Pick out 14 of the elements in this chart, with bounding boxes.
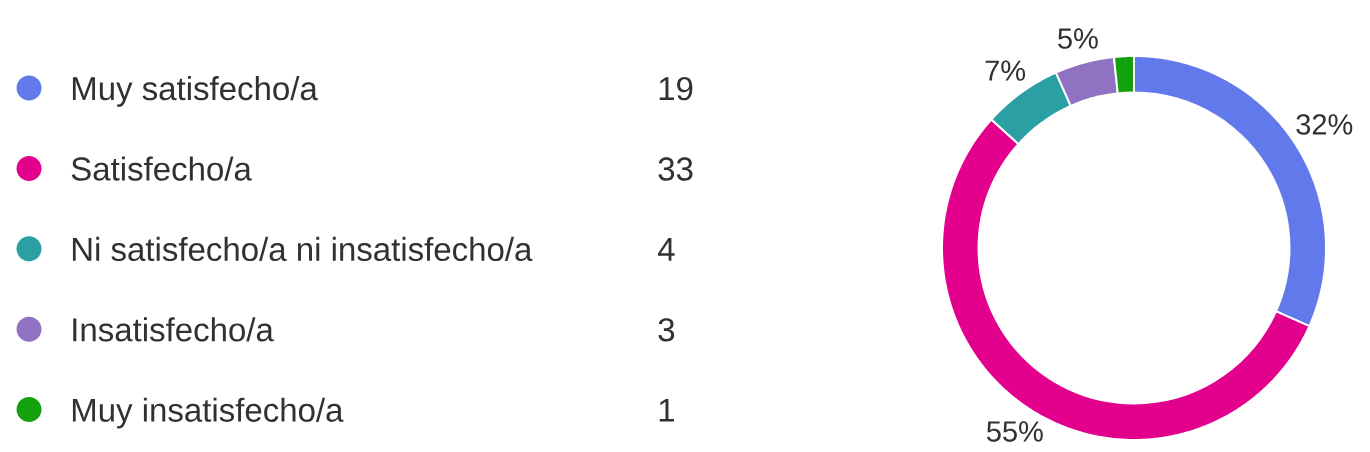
legend-label: Insatisfecho/a [73,317,274,342]
data-label: 4 [657,238,675,261]
legend-label: Muy insatisfecho/a [72,397,344,429]
legend-label: Muy satisfecho/a [72,76,318,107]
legend-label: Satisfecho/a [71,156,252,181]
text: 7% [985,60,1026,81]
data-label: 33 [658,157,693,181]
data-label: 3 [658,318,675,342]
legend-label: Ni satisfecho/a ni insatisfecho/a [72,236,533,262]
text: 55% [986,421,1043,442]
data-label: 1 [659,398,674,422]
text: 32% [1296,114,1353,135]
text: 5% [1058,28,1098,49]
data-label: 19 [659,76,693,101]
